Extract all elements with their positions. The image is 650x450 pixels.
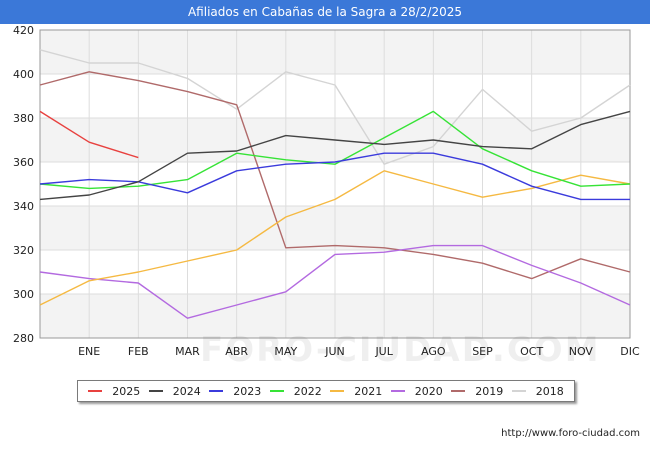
line-chart: 280 300 320 340 360 380 400 420 ENE FEB MAR ABR MAY J… — [13, 24, 640, 358]
legend-swatch — [390, 390, 405, 392]
chart-legend: 2025 2024 2023 2022 2021 2020 2019 2018 — [77, 380, 575, 402]
y-tick-label: 420 — [13, 24, 34, 37]
y-tick-label: 400 — [13, 68, 34, 81]
legend-item-2022: 2022 — [269, 384, 322, 398]
legend-swatch — [330, 390, 345, 392]
x-tick-label: MAY — [274, 345, 297, 358]
x-tick-label: DIC — [620, 345, 640, 358]
legend-label: 2018 — [535, 384, 564, 398]
y-tick-label: 280 — [13, 332, 34, 345]
legend-item-2025: 2025 — [88, 385, 140, 398]
x-tick-label: NOV — [569, 345, 594, 358]
legend-swatch — [148, 390, 163, 392]
x-tick-label: JUL — [374, 345, 393, 358]
legend-label: 2021 — [354, 384, 383, 398]
legend-swatch — [451, 390, 466, 392]
y-tick-label: 360 — [13, 156, 34, 169]
legend-item-2019: 2019 — [451, 385, 503, 398]
legend-swatch — [209, 390, 224, 392]
legend-label: 2022 — [293, 384, 322, 398]
legend-swatch — [511, 390, 526, 392]
legend-label: 2025 — [112, 384, 141, 398]
legend-item-2018: 2018 — [511, 384, 564, 398]
chart-title: Afiliados en Cabañas de la Sagra a 28/2/… — [0, 0, 650, 24]
legend-item-2023: 2023 — [209, 385, 261, 398]
series-line-2022 — [39, 110, 631, 190]
legend-label: 2024 — [172, 384, 201, 398]
legend-item-2021: 2021 — [330, 385, 382, 398]
legend-swatch — [88, 390, 103, 392]
legend-label: 2023 — [233, 384, 262, 398]
x-tick-label: AGO — [421, 345, 446, 358]
y-tick-label: 380 — [13, 112, 34, 125]
series-line-2018 — [39, 49, 631, 165]
legend-item-2024: 2024 — [148, 384, 201, 398]
series-line-2020 — [39, 244, 631, 319]
legend-label: 2019 — [475, 384, 504, 398]
y-tick-label: 300 — [13, 288, 34, 301]
x-tick-label: ENE — [78, 345, 100, 358]
x-tick-label: OCT — [520, 345, 543, 358]
source-url: http://www.foro-ciudad.com — [501, 428, 640, 439]
series-line-2019 — [39, 71, 631, 280]
watermark: FORO-CIUDAD.COM — [200, 330, 601, 370]
x-tick-label: FEB — [128, 345, 149, 358]
series-line-2021 — [39, 170, 631, 306]
x-tick-label: ABR — [225, 345, 248, 358]
y-tick-label: 340 — [13, 200, 34, 213]
legend-label: 2020 — [414, 384, 443, 398]
x-tick-label: MAR — [175, 345, 200, 358]
y-tick-label: 320 — [13, 244, 34, 257]
x-tick-label: SEP — [472, 345, 493, 358]
series-line-2024 — [39, 110, 631, 201]
legend-item-2020: 2020 — [390, 384, 443, 398]
legend-swatch — [269, 390, 284, 392]
x-tick-label: JUN — [324, 345, 345, 358]
series-line-2025 — [39, 110, 139, 159]
